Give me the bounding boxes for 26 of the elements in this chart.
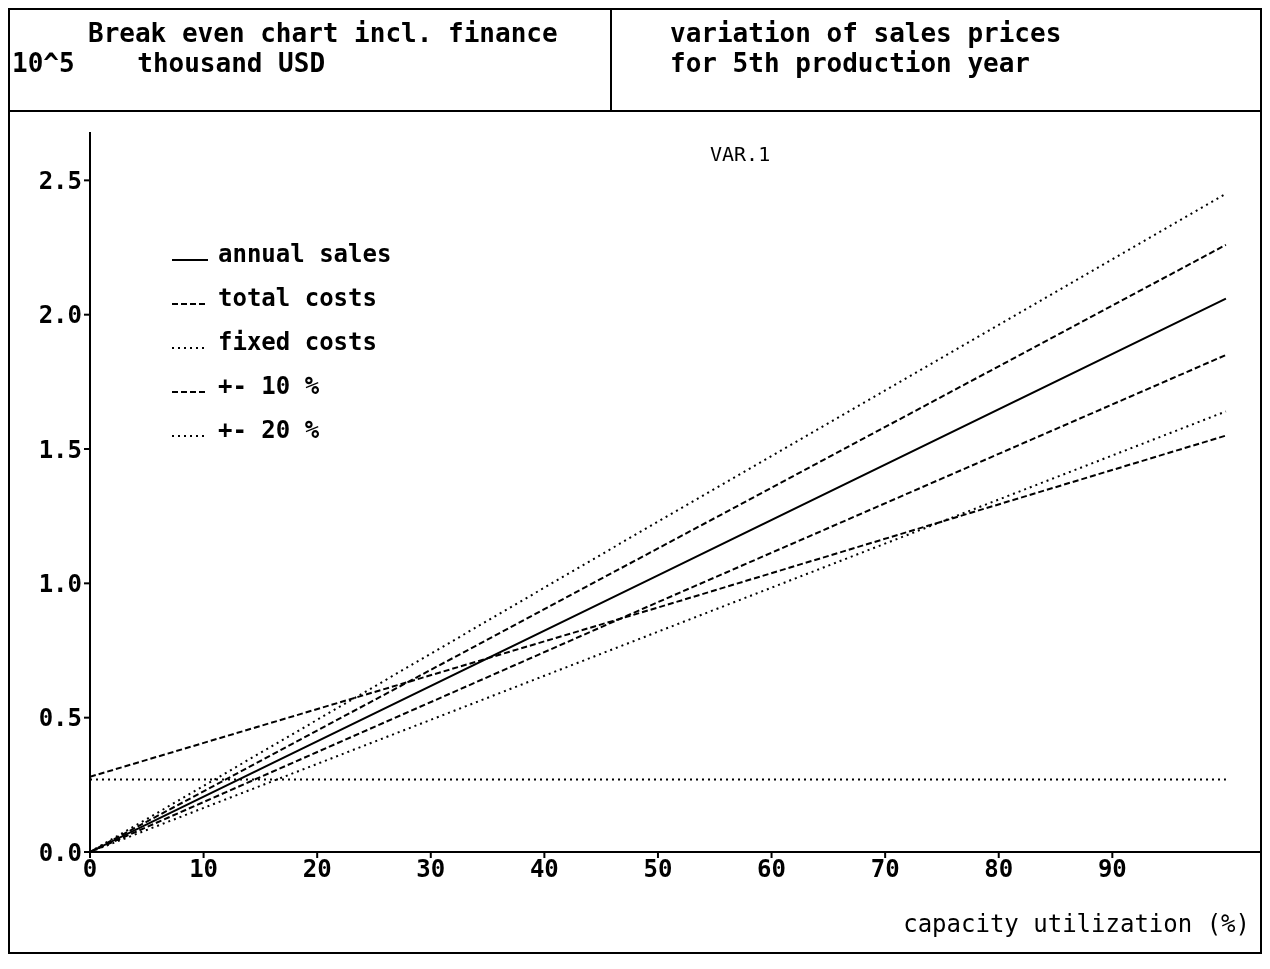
x-tick-label: 10: [189, 855, 219, 884]
legend-label: total costs: [218, 283, 377, 314]
y-tick-label: 0.0: [38, 838, 82, 867]
y-tick-label: 2.5: [38, 166, 82, 195]
x-tick-label: 20: [302, 855, 332, 884]
x-tick-label: 0: [82, 855, 98, 884]
chart-title: Break even chart incl. finance: [87, 18, 559, 48]
legend-label: fixed costs: [218, 327, 377, 358]
x-tick-label: 60: [757, 855, 787, 884]
y-tick-label: 1.5: [38, 435, 82, 464]
y-tick-label: 1.0: [38, 569, 82, 598]
legend-label: annual sales: [218, 239, 392, 270]
y-axis-title: 10^5 thousand USD: [11, 48, 327, 78]
legend-label: +- 10 %: [218, 371, 320, 402]
x-tick-label: 80: [984, 855, 1014, 884]
x-tick-label: 40: [529, 855, 559, 884]
x-axis-title: capacity utilization (%): [903, 910, 1250, 938]
x-tick-label: 90: [1097, 855, 1127, 884]
annotation: VAR.1: [710, 142, 771, 166]
y-tick-label: 2.0: [38, 301, 82, 330]
x-tick-label: 50: [643, 855, 673, 884]
legend-label: +- 20 %: [218, 415, 320, 446]
y-tick-label: 0.5: [38, 704, 82, 733]
chart-subtitle: variation of sales prices for 5th production year: [670, 18, 1062, 78]
x-tick-label: 70: [870, 855, 900, 884]
x-tick-label: 30: [416, 855, 446, 884]
